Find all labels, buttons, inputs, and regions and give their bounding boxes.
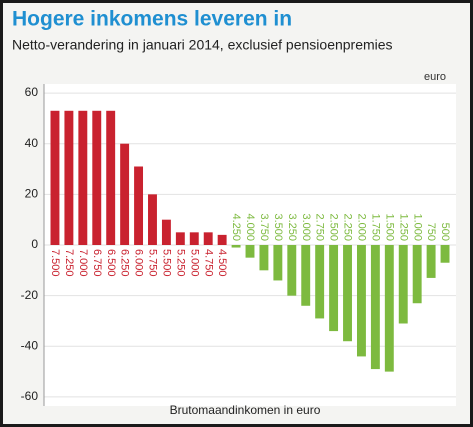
bar <box>370 245 380 370</box>
x-tick-label: 4.000 <box>244 213 256 241</box>
x-tick-label: 3.500 <box>272 213 284 241</box>
bar <box>412 245 422 304</box>
bar <box>440 245 450 263</box>
y-tick-label: 40 <box>25 136 39 150</box>
y-tick-label: 20 <box>25 187 39 201</box>
x-tick-label: 2.750 <box>314 213 326 241</box>
x-tick-label: 5.250 <box>174 249 186 277</box>
chart-title: Hogere inkomens leveren in <box>12 8 292 31</box>
bar <box>120 143 130 245</box>
bar <box>50 110 60 246</box>
x-tick-label: 500 <box>439 223 451 241</box>
x-tick-label: 2.250 <box>342 213 354 241</box>
bar <box>301 245 311 306</box>
x-tick-label: 3.000 <box>300 213 312 241</box>
bar <box>148 194 157 245</box>
bar <box>245 245 255 258</box>
bar <box>92 110 102 246</box>
x-tick-label: 2.500 <box>328 213 340 241</box>
bar <box>259 245 269 271</box>
y-tick-label: -20 <box>21 288 39 302</box>
bar <box>78 110 88 246</box>
x-tick-label: 3.750 <box>258 213 270 241</box>
bar <box>315 245 325 319</box>
bar <box>287 245 297 296</box>
x-tick-label: 1.500 <box>383 213 395 241</box>
chart-subtitle: Netto-verandering in januari 2014, exclu… <box>12 37 393 53</box>
bar <box>64 110 74 246</box>
x-tick-label: 1.000 <box>411 213 423 241</box>
x-tick-label: 5.500 <box>161 249 173 277</box>
x-tick-label: 7.500 <box>49 249 61 277</box>
x-tick-label: 4.750 <box>202 249 214 277</box>
unit-label: euro <box>424 71 446 83</box>
bar <box>217 234 227 245</box>
x-tick-label: 7.000 <box>77 249 89 277</box>
bar <box>161 219 171 245</box>
bar <box>106 110 116 246</box>
x-tick-label: 1.750 <box>369 213 381 241</box>
bar <box>343 245 352 342</box>
x-tick-label: 6.000 <box>133 249 145 277</box>
bar <box>329 245 339 332</box>
x-axis-label: Brutomaandinkomen in euro <box>170 403 321 417</box>
x-tick-label: 750 <box>425 223 437 241</box>
x-tick-label: 6.250 <box>119 249 131 277</box>
x-tick-label: 4.500 <box>216 249 228 277</box>
bar <box>384 245 394 372</box>
y-tick-label: 0 <box>31 237 38 251</box>
bar <box>426 245 436 278</box>
y-tick-label: -60 <box>21 389 39 403</box>
y-tick-label: 60 <box>25 85 39 99</box>
bar <box>189 232 199 245</box>
x-tick-label: 5.000 <box>188 249 200 277</box>
bar <box>134 166 144 245</box>
x-tick-label: 2.000 <box>356 213 368 241</box>
bar <box>203 232 213 245</box>
x-tick-label: 7.250 <box>63 249 75 277</box>
bar <box>231 245 241 248</box>
x-tick-label: 6.500 <box>105 249 117 277</box>
bar <box>398 245 408 324</box>
bar <box>175 232 185 245</box>
y-tick-label: -40 <box>21 338 39 352</box>
bar <box>273 245 283 281</box>
bar <box>356 245 366 357</box>
x-tick-label: 6.750 <box>91 249 103 277</box>
x-tick-label: 4.250 <box>230 213 242 241</box>
x-tick-label: 5.750 <box>147 249 159 277</box>
x-tick-label: 3.250 <box>286 213 298 241</box>
x-tick-label: 1.250 <box>397 213 409 241</box>
